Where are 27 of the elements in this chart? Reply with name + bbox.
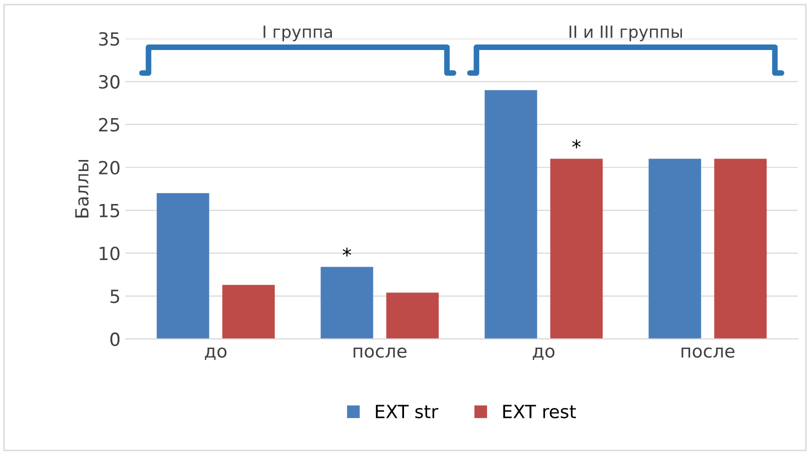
y-tick-label: 10 (100, 246, 120, 260)
bar (648, 158, 702, 339)
bar (386, 292, 439, 339)
y-tick-label: 15 (100, 204, 120, 218)
y-tick-label: 35 (99, 32, 120, 46)
x-tick-label: до (532, 347, 554, 360)
x-tick-label: после (354, 347, 406, 358)
bar (156, 193, 210, 339)
x-tick-label: до (204, 347, 227, 360)
y-tick-label: 0 (110, 332, 120, 346)
legend-label: EXT str (376, 404, 438, 418)
bar (714, 158, 767, 339)
annotation: * (572, 139, 581, 148)
y-tick-label: 30 (99, 75, 120, 89)
annotation: II и III группы (570, 26, 682, 42)
legend-label: EXT rest (503, 404, 576, 418)
bar (222, 284, 275, 339)
bar (484, 90, 538, 339)
y-tick-label: 25 (99, 118, 120, 132)
bar (320, 266, 374, 339)
annotation: I группа (264, 26, 332, 42)
bar (550, 158, 603, 339)
y-tick-label: 20 (99, 160, 120, 174)
x-tick-label: после (682, 347, 734, 358)
annotation: * (342, 248, 352, 256)
y-axis-title: Баллы (75, 160, 89, 218)
y-tick-label: 5 (110, 290, 120, 304)
